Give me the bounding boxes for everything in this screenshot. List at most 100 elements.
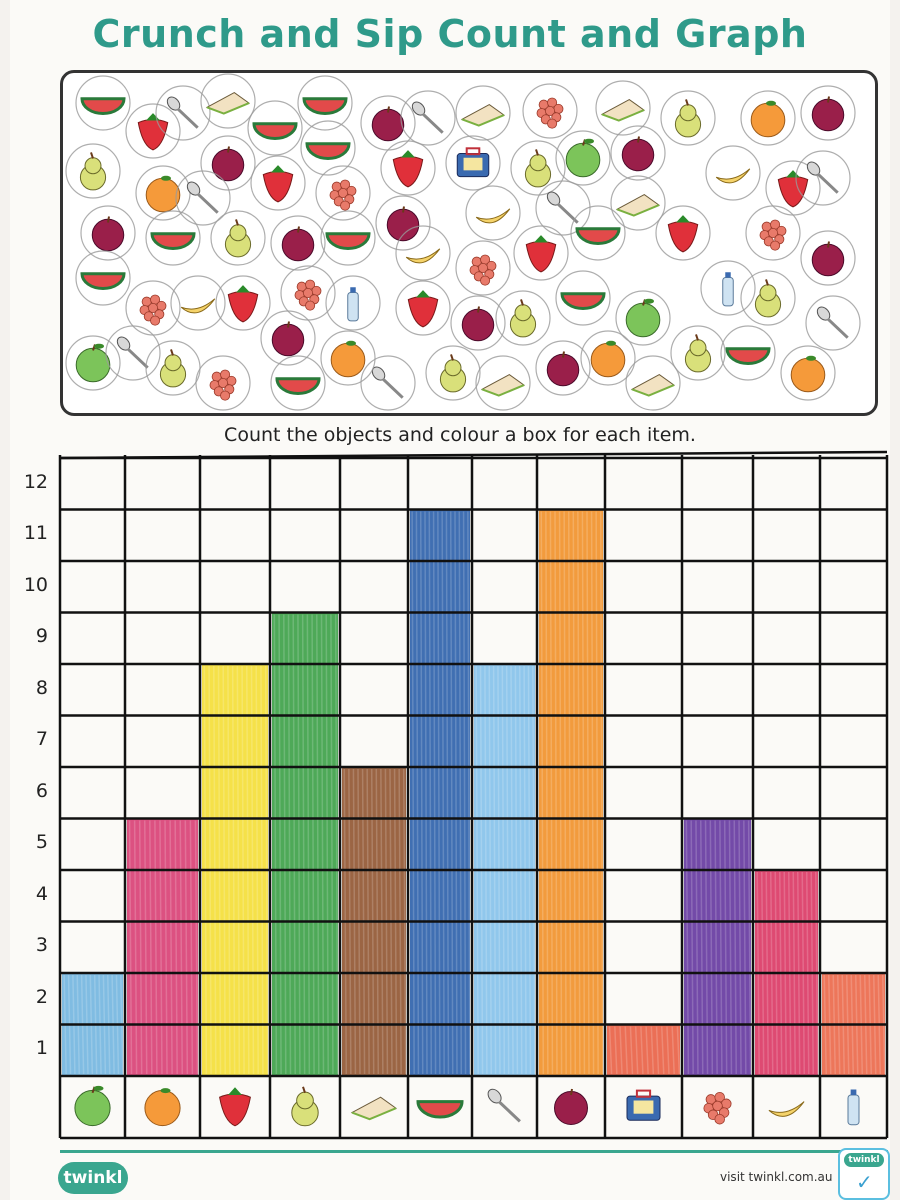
- bar-graph: [58, 450, 889, 1140]
- plum-icon: [800, 230, 856, 286]
- orange-icon: [580, 330, 636, 386]
- banana-icon: [705, 145, 761, 201]
- sandwich-icon: [475, 355, 531, 411]
- y-tick-label: 4: [35, 882, 48, 905]
- grapes-icon: [703, 1091, 732, 1125]
- apple-icon: [74, 1085, 111, 1127]
- watermelon-icon: [300, 120, 356, 176]
- y-tick-label: 9: [35, 625, 48, 648]
- banana-icon: [395, 225, 451, 281]
- y-tick-label: 6: [35, 779, 48, 802]
- water-bottle-icon: [847, 1089, 860, 1126]
- plum-icon: [80, 205, 136, 261]
- grapes-icon: [195, 355, 251, 411]
- grapes-icon: [455, 240, 511, 296]
- watermelon-icon: [247, 100, 303, 156]
- sandwich-icon: [455, 85, 511, 141]
- y-tick-label: 2: [35, 985, 48, 1008]
- counting-objects-illustration: [65, 73, 861, 411]
- orange-icon: [320, 330, 376, 386]
- pear-icon: [660, 90, 716, 146]
- bar-pear: [272, 612, 338, 1076]
- y-tick-label: 7: [35, 728, 48, 751]
- spoon-icon: [155, 85, 211, 141]
- sandwich-icon: [200, 73, 256, 129]
- y-tick-label: 8: [35, 676, 48, 699]
- apple-icon: [65, 335, 121, 391]
- pear-icon: [210, 210, 266, 266]
- orange-icon: [144, 1088, 181, 1127]
- lunchbox-icon: [445, 135, 501, 191]
- watermelon-icon: [145, 210, 201, 266]
- strawberry-icon: [655, 205, 711, 261]
- graph-grid: [58, 450, 889, 1140]
- bar-watermelon: [410, 509, 470, 1076]
- watermelon-icon: [320, 210, 376, 266]
- pear-icon: [740, 270, 796, 326]
- bar-plum: [539, 509, 603, 1076]
- plum-icon: [270, 215, 326, 271]
- strawberry-icon: [219, 1087, 251, 1127]
- plum-icon: [375, 195, 431, 251]
- plum-icon: [554, 1088, 588, 1125]
- check-icon: ✓: [856, 1170, 873, 1194]
- y-tick-label: 11: [23, 522, 48, 545]
- plum-icon: [360, 95, 416, 151]
- bar-orange: [127, 818, 198, 1076]
- y-tick-label: 3: [35, 934, 48, 957]
- water-bottle-icon: [700, 260, 756, 316]
- page-title: Crunch and Sip Count and Graph: [92, 12, 808, 56]
- watermelon-icon: [720, 325, 776, 381]
- spoon-icon: [400, 90, 456, 146]
- banana-icon: [170, 275, 226, 331]
- website-text: visit twinkl.com.au: [720, 1170, 833, 1184]
- watermelon-icon: [75, 250, 131, 306]
- plum-icon: [610, 125, 666, 181]
- bar-lunchbox: [607, 1024, 680, 1076]
- apple-icon: [615, 290, 671, 346]
- y-tick-label: 1: [35, 1037, 48, 1060]
- sandwich-icon: [350, 1096, 398, 1121]
- watermelon-icon: [416, 1100, 464, 1119]
- spoon-icon: [487, 1088, 521, 1123]
- grapes-icon: [125, 280, 181, 336]
- grapes-icon: [280, 265, 336, 321]
- water-bottle-icon: [325, 275, 381, 331]
- y-tick-label: 12: [23, 470, 48, 493]
- watermelon-icon: [555, 270, 611, 326]
- orange-icon: [780, 345, 836, 401]
- orange-icon: [740, 90, 796, 146]
- strawberry-icon: [380, 140, 436, 196]
- plum-icon: [260, 310, 316, 366]
- spoon-icon: [360, 355, 416, 411]
- apple-icon: [555, 130, 611, 186]
- sandwich-icon: [595, 80, 651, 136]
- watermelon-icon: [297, 75, 353, 131]
- y-tick-label: 10: [23, 573, 48, 596]
- grapes-icon: [745, 205, 801, 261]
- strawberry-icon: [215, 275, 271, 331]
- brand-logo: twinkl: [58, 1162, 128, 1194]
- spoon-icon: [805, 295, 861, 351]
- spoon-icon: [795, 150, 851, 206]
- pear-icon: [65, 143, 121, 199]
- watermelon-icon: [75, 75, 131, 131]
- plum-icon: [450, 295, 506, 351]
- y-tick-label: 5: [35, 831, 48, 854]
- watermelon-icon: [270, 355, 326, 411]
- pear-icon: [425, 345, 481, 401]
- grapes-icon: [522, 83, 578, 139]
- plum-icon: [535, 340, 591, 396]
- footer-divider: [60, 1150, 888, 1153]
- pear-icon: [670, 325, 726, 381]
- pear-icon: [291, 1086, 319, 1127]
- banana-icon: [465, 185, 521, 241]
- sandwich-icon: [610, 175, 666, 231]
- spoon-icon: [535, 180, 591, 236]
- grapes-icon: [315, 165, 371, 221]
- banana-icon: [768, 1101, 805, 1117]
- strawberry-icon: [250, 155, 306, 211]
- quality-badge: twinkl ✓: [838, 1148, 890, 1200]
- bar-grapes: [684, 818, 751, 1076]
- plum-icon: [800, 85, 856, 141]
